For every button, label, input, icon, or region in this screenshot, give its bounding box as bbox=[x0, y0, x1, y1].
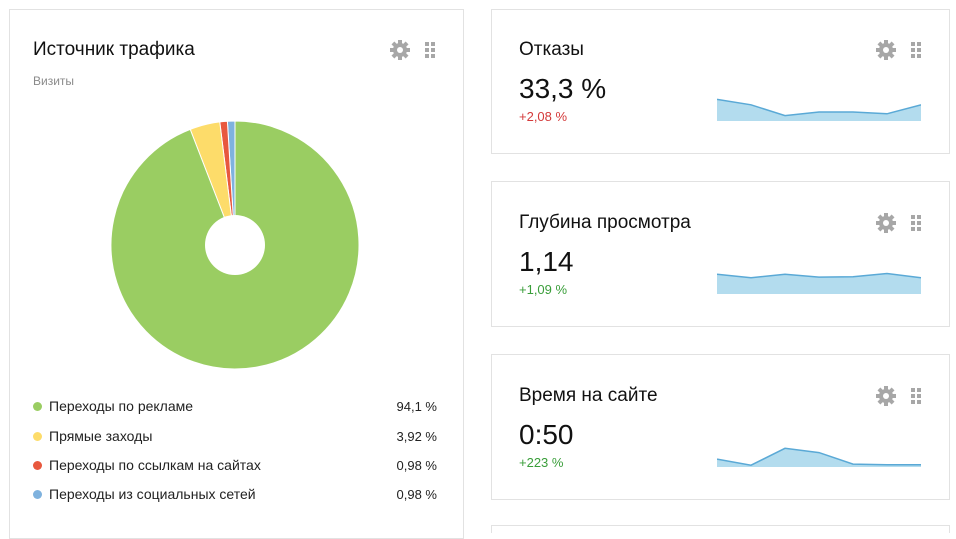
legend-item[interactable]: Прямые заходы 3,92 % bbox=[33, 427, 437, 445]
metric-sparkline bbox=[717, 447, 921, 467]
legend-dot bbox=[33, 460, 42, 470]
legend-label: Переходы из социальных сетей bbox=[49, 486, 256, 502]
metric-tools bbox=[875, 39, 927, 61]
metric-title: Отказы bbox=[519, 39, 584, 60]
metric-tools bbox=[875, 385, 927, 407]
metric-tools bbox=[875, 212, 927, 234]
metric-value: 33,3 % bbox=[519, 73, 607, 104]
legend-value: 3,92 % bbox=[396, 428, 437, 444]
traffic-source-widget: Источник трафика Визиты Переходы по рекл… bbox=[9, 9, 464, 539]
metric-sparkline bbox=[717, 98, 921, 121]
sparkline-line bbox=[717, 272, 921, 279]
traffic-donut-chart bbox=[110, 120, 360, 370]
time-on-site-widget: Время на сайте 0:50 +223 % bbox=[491, 354, 950, 500]
gear-icon[interactable] bbox=[389, 39, 411, 61]
gear-icon[interactable] bbox=[875, 385, 897, 407]
traffic-widget-title: Источник трафика bbox=[33, 39, 195, 60]
donut-slice[interactable] bbox=[110, 120, 360, 370]
legend-item[interactable]: Переходы по ссылкам на сайтах 0,98 % bbox=[33, 456, 437, 474]
legend-dot bbox=[33, 401, 42, 411]
metric-title: Глубина просмотра bbox=[519, 212, 691, 233]
page-depth-widget: Глубина просмотра 1,14 +1,09 % bbox=[491, 181, 950, 327]
next-widget-edge bbox=[491, 525, 950, 533]
bounce-rate-widget: Отказы 33,3 % +2,08 % bbox=[491, 9, 950, 154]
legend-item[interactable]: Переходы из социальных сетей 0,98 % bbox=[33, 485, 437, 503]
legend-label: Переходы по ссылкам на сайтах bbox=[49, 457, 261, 473]
sparkline-area bbox=[717, 273, 921, 294]
legend-label: Переходы по рекламе bbox=[49, 398, 194, 414]
traffic-widget-tools bbox=[389, 39, 441, 61]
traffic-widget-subtitle: Визиты bbox=[33, 74, 75, 88]
drag-handle-icon[interactable] bbox=[905, 39, 927, 61]
legend-value: 0,98 % bbox=[396, 457, 437, 473]
legend-value: 94,1 % bbox=[396, 398, 437, 414]
sparkline-line bbox=[717, 447, 921, 466]
metric-delta: +1,09 % bbox=[519, 282, 568, 297]
metric-sparkline bbox=[717, 272, 921, 294]
gear-icon[interactable] bbox=[875, 39, 897, 61]
metric-value: 1,14 bbox=[519, 246, 574, 277]
legend-value: 0,98 % bbox=[396, 486, 437, 502]
sparkline-area bbox=[717, 99, 921, 121]
metric-title: Время на сайте bbox=[519, 385, 658, 406]
legend-dot bbox=[33, 431, 42, 441]
legend-label: Прямые заходы bbox=[49, 428, 153, 444]
metric-delta: +223 % bbox=[519, 455, 564, 470]
metric-value: 0:50 bbox=[519, 419, 574, 450]
drag-handle-icon[interactable] bbox=[419, 39, 441, 61]
gear-icon[interactable] bbox=[875, 212, 897, 234]
drag-handle-icon[interactable] bbox=[905, 212, 927, 234]
metric-delta: +2,08 % bbox=[519, 109, 568, 124]
legend-item[interactable]: Переходы по рекламе 94,1 % bbox=[33, 397, 437, 415]
drag-handle-icon[interactable] bbox=[905, 385, 927, 407]
sparkline-line bbox=[717, 98, 921, 117]
donut-hole bbox=[205, 215, 265, 275]
traffic-legend: Переходы по рекламе 94,1 % Прямые заходы… bbox=[33, 397, 437, 507]
sparkline-area bbox=[717, 448, 921, 467]
legend-dot bbox=[33, 489, 42, 499]
